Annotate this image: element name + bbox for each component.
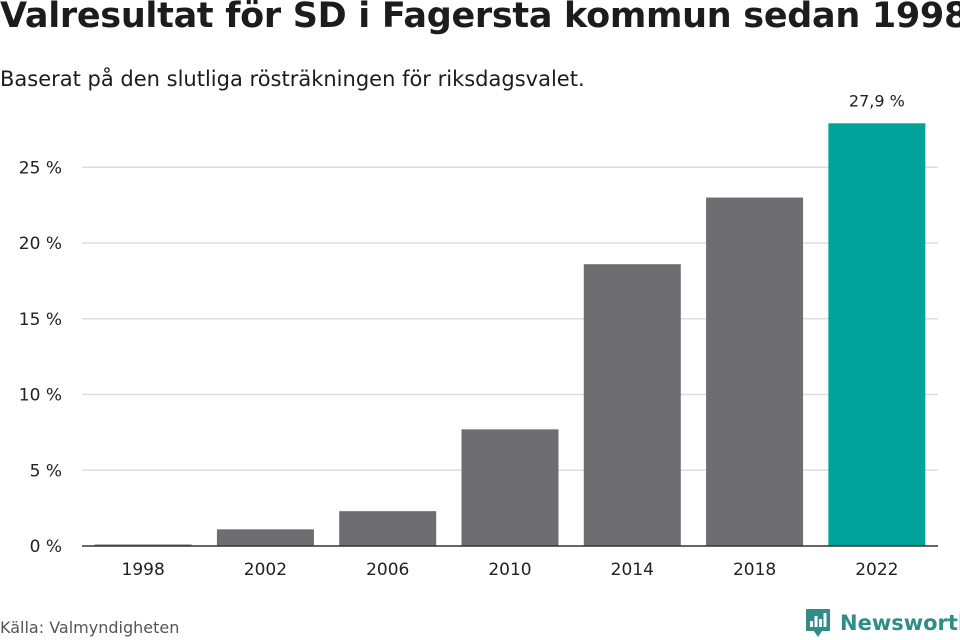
newsworthy-logo-icon	[806, 609, 830, 637]
y-tick-label: 0 %	[30, 537, 62, 557]
bar-2014	[583, 264, 681, 546]
bar-2022	[828, 123, 926, 546]
x-tick-label: 2018	[733, 560, 776, 580]
x-tick-label: 2002	[244, 560, 287, 580]
chart-title: Valresultat för SD i Fagersta kommun sed…	[0, 0, 960, 36]
x-tick-label: 2006	[366, 560, 409, 580]
x-tick-label: 2014	[611, 560, 654, 580]
brand-name: Newsworthy	[840, 611, 960, 635]
bar-1998	[94, 544, 192, 546]
x-tick-label: 2010	[488, 560, 531, 580]
y-tick-label: 25 %	[19, 158, 62, 178]
y-tick-label: 5 %	[30, 461, 62, 481]
y-tick-label: 20 %	[19, 234, 62, 254]
x-tick-label: 1998	[122, 560, 165, 580]
bar-chart: 0 % 5 % 10 % 15 % 20 % 25 % 1998 2002 2006 2010 20…	[19, 91, 938, 580]
bar-2010	[461, 429, 559, 546]
data-label-2022: 27,9 %	[849, 91, 905, 110]
chart-subtitle: Baserat på den slutliga rösträkningen fö…	[0, 67, 585, 91]
bar-2018	[706, 197, 804, 547]
source-note: Källa: Valmyndigheten	[0, 618, 180, 637]
bar-2002	[216, 529, 314, 546]
y-tick-label: 15 %	[19, 310, 62, 330]
y-tick-label: 10 %	[19, 386, 62, 406]
brand-logo: Newsworthy	[805, 608, 960, 638]
bar-2006	[339, 511, 437, 546]
x-tick-label: 2022	[855, 560, 898, 580]
